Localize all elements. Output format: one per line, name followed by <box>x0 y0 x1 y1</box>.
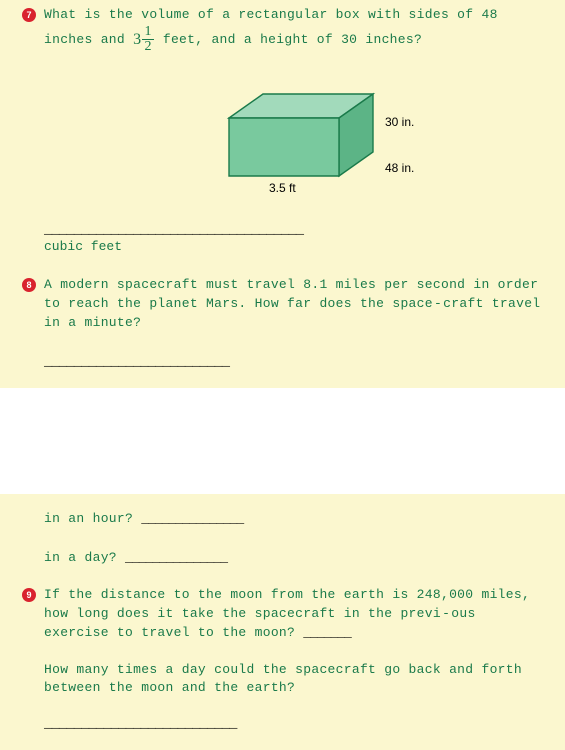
bullet-8: 8 <box>22 278 36 292</box>
panel-gap <box>0 388 565 494</box>
sub-hour-blank: _______________ <box>141 511 243 526</box>
q8-sub-day: in a day? _______________ <box>10 549 555 568</box>
q8-answer-blank: _________________________ <box>44 354 541 370</box>
q9-blank1: _______ <box>303 625 351 640</box>
bullet-9: 9 <box>22 588 36 602</box>
q7-text: What is the volume of a rectangular box … <box>44 6 541 54</box>
question-7: 7 What is the volume of a rectangular bo… <box>10 6 555 254</box>
label-height: 30 in. <box>385 115 414 129</box>
q7-text-after: feet, and a height of 30 inches? <box>155 32 422 47</box>
sub-day-label: in a day? <box>44 550 125 565</box>
q7-answer-blank: ___________________________________ <box>44 222 541 238</box>
q7-mixed-whole: 3 <box>133 31 141 48</box>
bullet-7: 7 <box>22 8 36 22</box>
panel-bottom: in an hour? _______________ in a day? __… <box>0 494 565 750</box>
box-front-face <box>229 118 339 176</box>
q9-text1: If the distance to the moon from the ear… <box>44 586 541 643</box>
question-8: 8 A modern spacecraft must travel 8.1 mi… <box>10 276 555 371</box>
box-diagram: 30 in. 48 in. 3.5 ft <box>163 64 423 204</box>
label-width: 3.5 ft <box>269 181 296 195</box>
box-diagram-wrap: 30 in. 48 in. 3.5 ft <box>44 64 541 208</box>
q8-text: A modern spacecraft must travel 8.1 mile… <box>44 276 541 333</box>
q9-text2: How many times a day could the spacecraf… <box>44 661 541 699</box>
q9-answer-blank: __________________________ <box>44 716 541 732</box>
q7-frac-num: 1 <box>142 25 153 40</box>
sub-hour-label: in an hour? <box>44 511 141 526</box>
q7-fraction: 12 <box>142 25 153 54</box>
sub-day-blank: _______________ <box>125 550 227 565</box>
label-length: 48 in. <box>385 161 414 175</box>
q8-sub-hour: in an hour? _______________ <box>10 510 555 529</box>
panel-top: 7 What is the volume of a rectangular bo… <box>0 0 565 388</box>
question-9: 9 If the distance to the moon from the e… <box>10 586 555 732</box>
q9-text1-body: If the distance to the moon from the ear… <box>44 587 530 640</box>
q7-unit: cubic feet <box>44 239 541 254</box>
q7-frac-den: 2 <box>142 40 153 54</box>
